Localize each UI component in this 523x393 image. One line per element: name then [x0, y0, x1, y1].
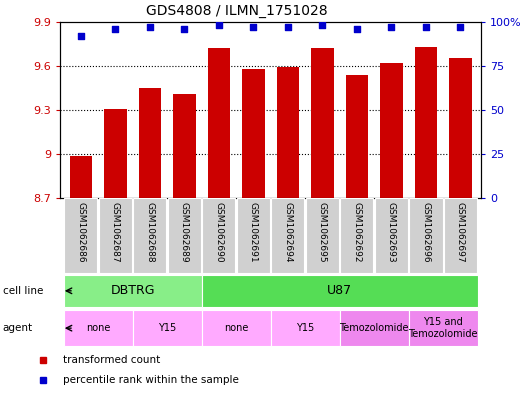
Bar: [444, 198, 477, 273]
Point: [283, 24, 292, 30]
Bar: [64, 275, 202, 307]
Text: Y15: Y15: [296, 323, 314, 333]
Text: percentile rank within the sample: percentile rank within the sample: [63, 375, 239, 386]
Bar: [64, 198, 97, 273]
Bar: [237, 198, 270, 273]
Bar: [306, 198, 339, 273]
Text: GSM1062692: GSM1062692: [353, 202, 361, 263]
Bar: [139, 88, 161, 198]
Point: [422, 24, 430, 30]
Text: GSM1062689: GSM1062689: [180, 202, 189, 263]
Text: GSM1062686: GSM1062686: [76, 202, 85, 263]
Bar: [168, 198, 201, 273]
Text: agent: agent: [3, 323, 33, 333]
Text: GSM1062696: GSM1062696: [422, 202, 430, 263]
Bar: [70, 156, 92, 198]
Bar: [311, 48, 334, 198]
Text: GSM1062687: GSM1062687: [111, 202, 120, 263]
Bar: [339, 310, 408, 346]
Bar: [408, 310, 477, 346]
Bar: [133, 310, 202, 346]
Text: GSM1062691: GSM1062691: [249, 202, 258, 263]
Text: GSM1062694: GSM1062694: [283, 202, 292, 263]
Text: transformed count: transformed count: [63, 355, 161, 365]
Text: none: none: [224, 323, 248, 333]
Bar: [277, 67, 299, 198]
Bar: [340, 198, 373, 273]
Text: GSM1062688: GSM1062688: [145, 202, 154, 263]
Bar: [271, 310, 339, 346]
Bar: [375, 198, 408, 273]
Point: [77, 33, 85, 39]
Text: GSM1062697: GSM1062697: [456, 202, 465, 263]
Point: [249, 24, 258, 30]
Point: [111, 26, 120, 32]
Bar: [271, 198, 304, 273]
Bar: [104, 108, 127, 198]
Point: [456, 24, 464, 30]
Bar: [208, 48, 230, 198]
Text: Y15: Y15: [158, 323, 176, 333]
Bar: [380, 63, 403, 198]
Bar: [202, 198, 235, 273]
Text: Temozolomide: Temozolomide: [339, 323, 409, 333]
Bar: [64, 310, 133, 346]
Title: GDS4808 / ILMN_1751028: GDS4808 / ILMN_1751028: [146, 4, 328, 18]
Bar: [99, 198, 132, 273]
Text: GSM1062690: GSM1062690: [214, 202, 223, 263]
Text: none: none: [86, 323, 110, 333]
Point: [387, 24, 395, 30]
Text: Y15 and
Temozolomide: Y15 and Temozolomide: [408, 318, 478, 339]
Point: [180, 26, 189, 32]
Point: [353, 26, 361, 32]
Point: [318, 22, 326, 28]
Bar: [415, 47, 437, 198]
Bar: [346, 75, 368, 198]
Text: DBTRG: DBTRG: [110, 284, 155, 298]
Bar: [410, 198, 442, 273]
Bar: [449, 59, 472, 198]
Bar: [242, 69, 265, 198]
Bar: [202, 310, 271, 346]
Text: GSM1062695: GSM1062695: [318, 202, 327, 263]
Bar: [133, 198, 166, 273]
Bar: [173, 94, 196, 198]
Text: U87: U87: [327, 284, 352, 298]
Text: cell line: cell line: [3, 286, 43, 296]
Bar: [202, 275, 477, 307]
Point: [215, 22, 223, 28]
Point: [146, 24, 154, 30]
Text: GSM1062693: GSM1062693: [387, 202, 396, 263]
